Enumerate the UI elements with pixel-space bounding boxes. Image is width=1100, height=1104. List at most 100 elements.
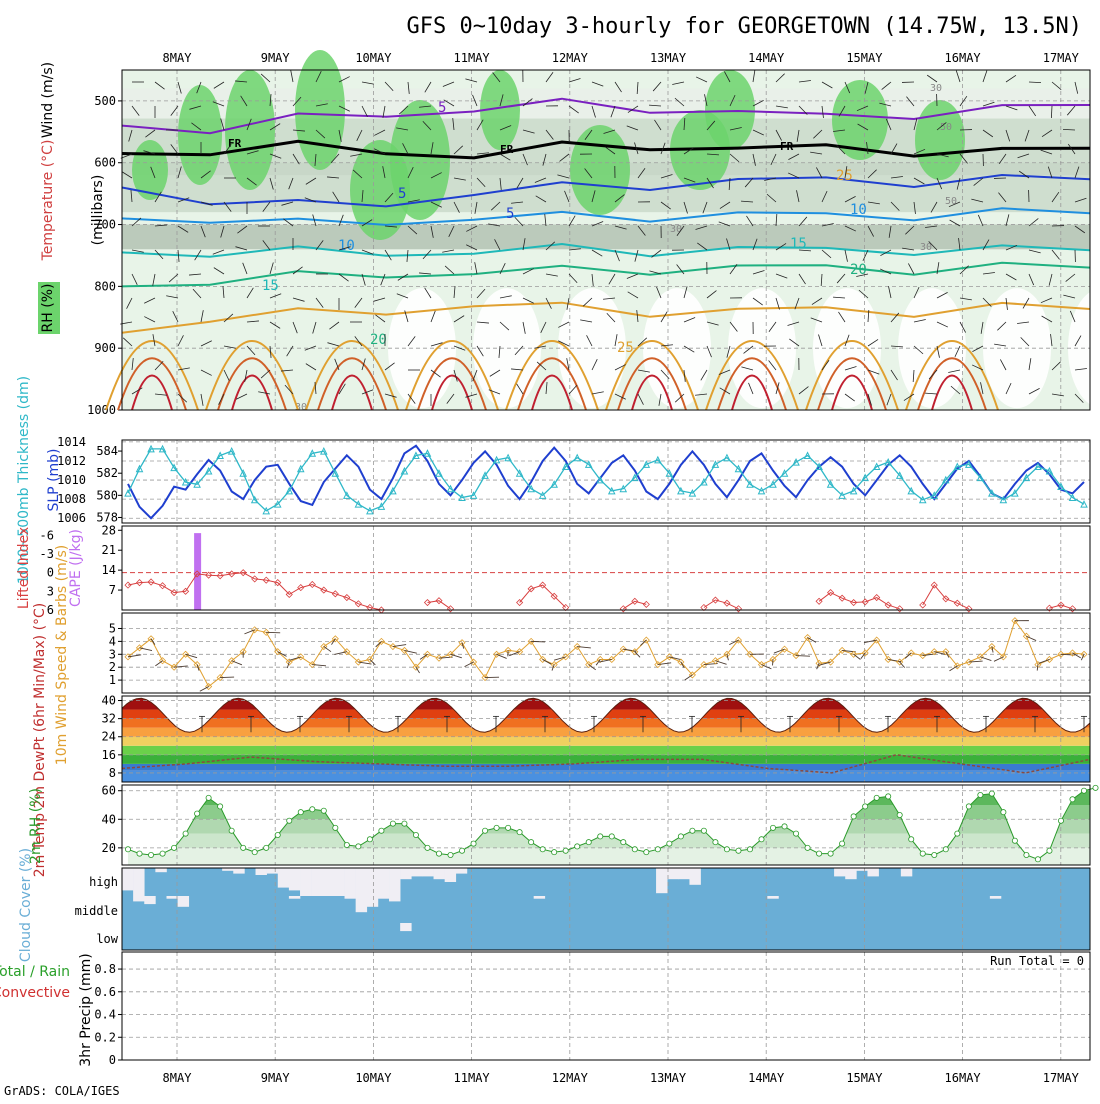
cape-ticklabel: 21 <box>102 543 116 557</box>
rh2m-marker <box>125 847 130 852</box>
rh2m-marker <box>793 831 798 836</box>
temp-band <box>122 764 1090 771</box>
top-date-label: 12MAY <box>552 51 589 65</box>
rh-axis-label: RH (%) <box>40 284 56 333</box>
cloud-gap-middle <box>144 896 155 904</box>
cloud-gap-high <box>345 868 356 896</box>
wind10m-axis-label: 10m Wind Speed & Barbs (m/s) <box>54 545 70 765</box>
rh2m-marker <box>482 828 487 833</box>
rh-band <box>122 819 1090 833</box>
rh2m-marker <box>690 828 695 833</box>
rh2m-marker <box>667 841 672 846</box>
wind-frame <box>122 613 1090 693</box>
cloud-axis-label: Cloud Cover (%) <box>18 848 34 962</box>
rh-high-blob <box>178 85 222 185</box>
cloud-gap-low <box>400 923 411 931</box>
li-marker <box>643 601 649 607</box>
rh2m-marker <box>379 828 384 833</box>
rh2m-marker <box>137 851 142 856</box>
wind-barb-10m <box>905 653 911 658</box>
credit: GrADS: COLA/IGES <box>4 1084 120 1098</box>
wind-barb-10m <box>497 654 507 658</box>
cloud-gap-middle <box>767 896 778 899</box>
cloud-gap-high <box>289 868 300 890</box>
rh2m-marker <box>828 851 833 856</box>
cloud-gap-high <box>656 868 667 893</box>
rh2m-marker <box>356 844 361 849</box>
pressure-ticklabel: 800 <box>94 279 116 293</box>
rh2m-marker <box>816 851 821 856</box>
cloud-gap-high <box>901 868 912 876</box>
cloud-gap-high <box>367 868 378 896</box>
rh-contour-label: 30 <box>670 224 682 235</box>
rh2m-marker <box>575 844 580 849</box>
cloud-gap-high <box>133 868 144 896</box>
rh-ticklabel: 20 <box>102 841 116 855</box>
rh2m-marker <box>413 832 418 837</box>
rh2m-marker <box>1024 852 1029 857</box>
bottom-date-label: 15MAY <box>846 1071 883 1085</box>
cloud-gap-high <box>322 868 333 896</box>
temp-ticklabel: 8 <box>109 766 116 780</box>
bottom-date-label: 10MAY <box>355 1071 392 1085</box>
wind-barb-10m <box>543 659 552 664</box>
rh2m-marker <box>805 845 810 850</box>
rh2m-marker <box>955 831 960 836</box>
isotherm-label: 15 <box>262 278 279 294</box>
rh-contour-label: 30 <box>930 83 942 94</box>
wind-barb-10m <box>640 640 646 645</box>
rh2m-marker <box>736 848 741 853</box>
wind-ticklabel: 1 <box>109 673 116 687</box>
pressure-axis-label: (millibars) <box>90 175 106 246</box>
rh2m-marker <box>909 837 914 842</box>
cloud-level-label: middle <box>75 904 118 918</box>
rh2m-marker <box>448 852 453 857</box>
rh2m-marker <box>321 808 326 813</box>
cloud-gap-high <box>389 868 400 896</box>
cloud-gap-middle <box>990 896 1001 899</box>
rh2m-marker <box>621 840 626 845</box>
rh2m-marker <box>655 847 660 852</box>
cloud-gap-high <box>267 868 278 874</box>
rh2m-marker <box>943 847 948 852</box>
rh2m-marker <box>563 848 568 853</box>
top-date-label: 15MAY <box>846 51 883 65</box>
rh-contour-label: 50 <box>945 196 957 207</box>
rh2m-marker <box>206 795 211 800</box>
temp-band <box>122 755 1090 764</box>
rh2m-marker <box>436 851 441 856</box>
wind-barb-10m <box>685 675 693 680</box>
rh2m-marker <box>874 795 879 800</box>
isotherm-label: 10 <box>338 238 355 254</box>
thickness-marker <box>125 490 131 496</box>
rh2m-marker <box>459 848 464 853</box>
wind-ticklabel: 2 <box>109 660 116 674</box>
pressure-ticklabel: 1000 <box>87 403 116 417</box>
rh2m-marker <box>1035 857 1040 862</box>
thickness-ticklabel: 582 <box>96 466 118 480</box>
li-line <box>428 601 451 609</box>
bottom-date-label: 12MAY <box>552 1071 589 1085</box>
top-date-label: 17MAY <box>1043 51 1080 65</box>
cape-ticklabel: 7 <box>109 583 116 597</box>
bottom-date-label: 16MAY <box>945 1071 982 1085</box>
precip-frame <box>122 952 1090 1060</box>
wind-barb-10m <box>232 661 242 665</box>
temp-band <box>122 710 1090 719</box>
cloud-gap-high <box>300 868 311 896</box>
li-line <box>623 601 646 609</box>
cloud-gap-high <box>689 868 700 885</box>
rh2m-marker <box>886 794 891 799</box>
bottom-date-label: 9MAY <box>261 1071 291 1085</box>
run-total-label: Run Total = 0 <box>990 954 1084 968</box>
rh2m-marker <box>287 818 292 823</box>
rh2m-marker <box>1081 788 1086 793</box>
cloud-gap-high <box>678 868 689 879</box>
rh2m-marker <box>1070 797 1075 802</box>
total-rain-label: Total / Rain <box>0 964 70 980</box>
rh-ticklabel: 40 <box>102 812 116 826</box>
rh2m-marker <box>148 852 153 857</box>
cloud-gap-high <box>867 868 878 876</box>
